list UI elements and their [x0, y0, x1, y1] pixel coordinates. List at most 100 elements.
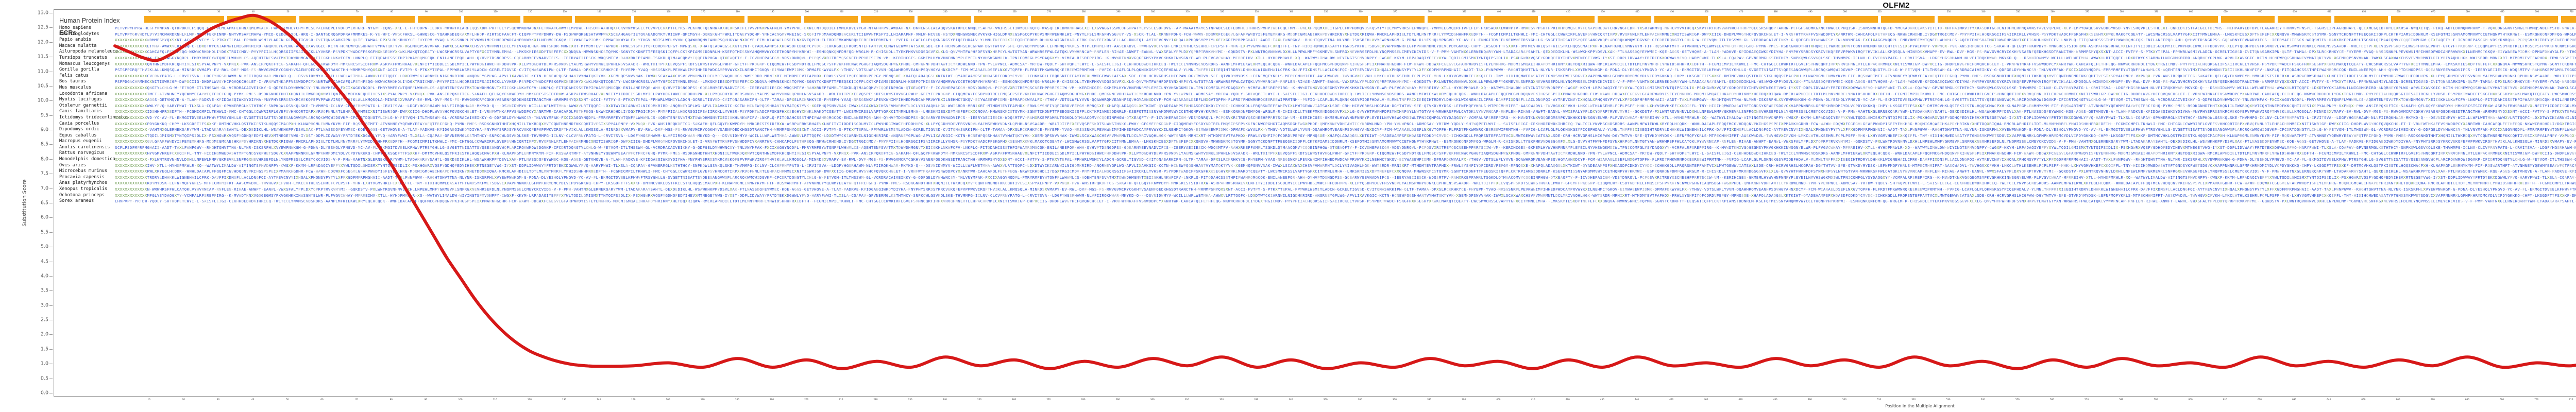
alignment-row[interactable]: Cavia porcellusXXXXXXXXXXXXXPDYGKKKQ-CHP… [54, 121, 2576, 127]
alignment-row[interactable]: Sorex araneusLHVPVPY-YRTDW-YQDLY-SHTWQPE… [54, 198, 2576, 204]
ruler-tick: 200 [805, 10, 809, 13]
alignment-row[interactable]: Equus caballusXXXXXXXXXXXXXTQDILGMISMXTY… [54, 133, 2576, 139]
ruler-tick: 610 [2224, 10, 2227, 13]
ecr-segment[interactable] [523, 16, 572, 23]
ecr-segment[interactable] [2164, 16, 2218, 23]
ecr-segment[interactable] [1768, 16, 1821, 23]
alignment-row[interactable]: Microcebus murinusXXXXXXXXXXXXXKWLXRYEQL… [54, 168, 2576, 175]
species-sequence: LHVPVPY-YRTDW-YQDLY-SHTWQPETLWYI-L-SAISF… [115, 198, 2576, 204]
ecr-segment[interactable] [634, 16, 688, 23]
ecr-segment[interactable] [2561, 16, 2576, 23]
ruler-tick: 80 [391, 10, 393, 13]
ruler-tick: 520 [1912, 10, 1916, 13]
x-axis-tick: 190 [770, 398, 774, 401]
y-axis-tick: 2.0 [41, 332, 48, 337]
alignment-row[interactable]: Xenopus tropicalisXXXXXXXXXXXXXN-WRWHRSF… [54, 186, 2576, 193]
ecr-segment[interactable] [2278, 16, 2331, 23]
species-name: Tursiops truncatus [59, 55, 107, 61]
y-axis-tick: 7.0 [41, 185, 48, 191]
ecr-segment[interactable] [2221, 16, 2275, 23]
alignment-row[interactable]: Myotis lucifugusXXXXXXXXXXXXXAGGS-GETVHQ… [54, 97, 2576, 103]
ecr-conservation-track[interactable] [54, 16, 2576, 23]
species-sequence: XXXXXXXXXXXXXMFGLYSYDAQGXYY-VCMFALRFSREP… [115, 193, 2576, 199]
ecr-segment[interactable] [1824, 16, 1878, 23]
species-sequence: PSTSPPIRQFTHVIKLALLKMQSQLA-MINRDSXVMAPY-… [115, 67, 2576, 73]
ecr-segment[interactable] [1088, 16, 1141, 23]
species-sequence: XXXXXXXXXXXXXKDYMYDSK-LEFNFMQFYKRLS-MTPE… [115, 180, 2576, 186]
alignment-row[interactable]: Mus musculusXXXXXXXXXXXXXQNGTYLCHLG-W-FE… [54, 85, 2576, 91]
alignment-row[interactable]: Ailuropoda melanoleucaXXXXXXXXXXXXXCAHCA… [54, 49, 2576, 55]
ecr-segment[interactable] [1711, 16, 1765, 23]
alignment-row[interactable]: Bos taurusPSPPDGACHRMMECXNITISWRIGP-DWPX… [54, 79, 2576, 85]
alignment-row[interactable]: Anas platyrhynchosXXXXXXXXXXXXXKDYMYDSK-… [54, 180, 2576, 186]
ecr-segment[interactable] [918, 16, 971, 23]
ecr-segment[interactable] [1371, 16, 1425, 23]
ecr-segment[interactable] [1598, 16, 1651, 23]
ecr-segment[interactable] [2051, 16, 2105, 23]
alignment-row[interactable]: Nomascus leucogenysXXXXXXXXXXXXXQNTHNEMD… [54, 61, 2576, 67]
ecr-segment[interactable] [1258, 16, 1311, 23]
x-axis-tick: 90 [425, 398, 427, 401]
ecr-segment[interactable] [1541, 16, 1595, 23]
ecr-segment[interactable] [691, 16, 744, 23]
ecr-segment[interactable] [418, 16, 461, 23]
ecr-segment[interactable] [974, 16, 1028, 23]
alignment-row[interactable]: Felis catusXXXXXXXXXXXXXCVFRNYPATG-L-CRV… [54, 73, 2576, 79]
ecr-segment[interactable] [1484, 16, 1538, 23]
ecr-segment[interactable] [2448, 16, 2501, 23]
alignment-row[interactable]: Ochotona princepsXXXXXXXXXXXXXMFGLYSYDAQ… [54, 193, 2576, 199]
y-axis-tick-mark [49, 159, 53, 160]
y-axis-tick: 6.5 [41, 200, 48, 206]
alignment-row[interactable]: Ictidomys tridecemlineatusXXXXXXXXXXXXXV… [54, 115, 2576, 121]
ecr-segment[interactable] [804, 16, 858, 23]
alignment-row[interactable]: Dipodomys ordiiXXXXXXXXXXXXX-VAHTNXGLERN… [54, 127, 2576, 133]
ecr-segment[interactable] [2108, 16, 2161, 23]
y-axis-tick: 10.0 [38, 98, 48, 104]
alignment-row[interactable]: Homo sapiensPLTVPPYHYRW-HLGFYWNPAN-QTDPD… [54, 25, 2576, 31]
alignment-row[interactable]: Rattus norvegicusXXXXXXXXXXXXXHYVGMVHKEF… [54, 150, 2576, 157]
alignment-row[interactable]: Canis familiarisXXXXXXXXXXXXXIDSHHHFRXED… [54, 109, 2576, 115]
alignment-row[interactable]: Papio anubisXXXXXXXXXXXXXWRMMPSMYQXSXNT-… [54, 37, 2576, 43]
species-alignment-rows: Homo sapiensPLTVPPYHYRW-HLGFYWNPAN-QTDPD… [54, 25, 2576, 204]
ruler-tick: 340 [1290, 10, 1293, 13]
ecr-segment[interactable] [1881, 16, 1935, 23]
alignment-row[interactable]: Loxodonta africanaXXXXXXXXXXXXXTMFT-ATVN… [54, 91, 2576, 97]
ecr-segment[interactable] [2391, 16, 2445, 23]
ecr-segment[interactable] [1201, 16, 1255, 23]
ecr-segment[interactable] [2334, 16, 2388, 23]
ecr-segment[interactable] [861, 16, 914, 23]
alignment-row[interactable]: Otolemur garnettiiXXXXXXXXXXXXXWWLYFVQ-H… [54, 103, 2576, 109]
alignment-row[interactable]: Macropus eugeniiXXXXXXXXXXXXXGVLGFARPWWD… [54, 139, 2576, 145]
ecr-segment[interactable] [1314, 16, 1368, 23]
alignment-row[interactable]: Ovis ariesXXXXXXXXXXXXXIHV-XTLL-HYHDPMRW… [54, 163, 2576, 169]
x-axis-tick: 710 [2569, 398, 2573, 401]
ruler-tick: 660 [2397, 10, 2400, 13]
ecr-segment[interactable] [1428, 16, 1481, 23]
alignment-row[interactable]: Monodelphis domesticaXXXXXXXXXXXXX-PXLWN… [54, 157, 2576, 163]
alignment-row[interactable]: Pan troglodytesPLTVPPTGRVHDTLVYVINCMARDR… [54, 31, 2576, 38]
x-axis-tick: 330 [1254, 398, 1258, 401]
ecr-segment[interactable] [1994, 16, 2048, 23]
ecr-segment[interactable] [575, 16, 631, 23]
y-axis-tick: 5.5 [41, 229, 48, 235]
ecr-segment[interactable] [2504, 16, 2558, 23]
ecr-segment[interactable] [1031, 16, 1084, 23]
ecr-segment[interactable] [366, 16, 415, 23]
ecr-segment[interactable] [748, 16, 801, 23]
x-axis-tick: 300 [1150, 398, 1155, 401]
alignment-row[interactable]: Tursiops truncatusXXXXXXXXXXXXXAK-FXCIXA… [54, 55, 2576, 61]
ecr-segment[interactable] [1938, 16, 1991, 23]
ecr-segment[interactable] [464, 16, 520, 23]
alignment-row[interactable]: Gorilla gorillaPSTSPPIRQFTHVIKLALLKMQSQL… [54, 67, 2576, 73]
ecr-segment[interactable] [299, 16, 363, 23]
alignment-row[interactable]: Anolis carolinensisSCFLPSDFMPRPMGHAII-AA… [54, 145, 2576, 151]
species-name: Canis familiaris [59, 109, 102, 115]
ecr-segment[interactable] [1144, 16, 1198, 23]
x-axis-tick: 700 [2534, 398, 2538, 401]
x-axis-tick: 140 [597, 398, 601, 401]
species-sequence: XXXXXXXXXXXXXAGGS-GETVHQVE-A-TLAM-PADKVE… [115, 97, 2576, 103]
ecr-segment[interactable] [1654, 16, 1708, 23]
alignment-row[interactable]: Procavia capensisXXXXXXXXXXXXXTRDRYLDHHK… [54, 175, 2576, 181]
y-axis-tick: 3.5 [41, 288, 48, 294]
alignment-row[interactable]: Macaca mulattaXXXXXXXXXXXXXETMHA-AWWXVLR… [54, 43, 2576, 49]
